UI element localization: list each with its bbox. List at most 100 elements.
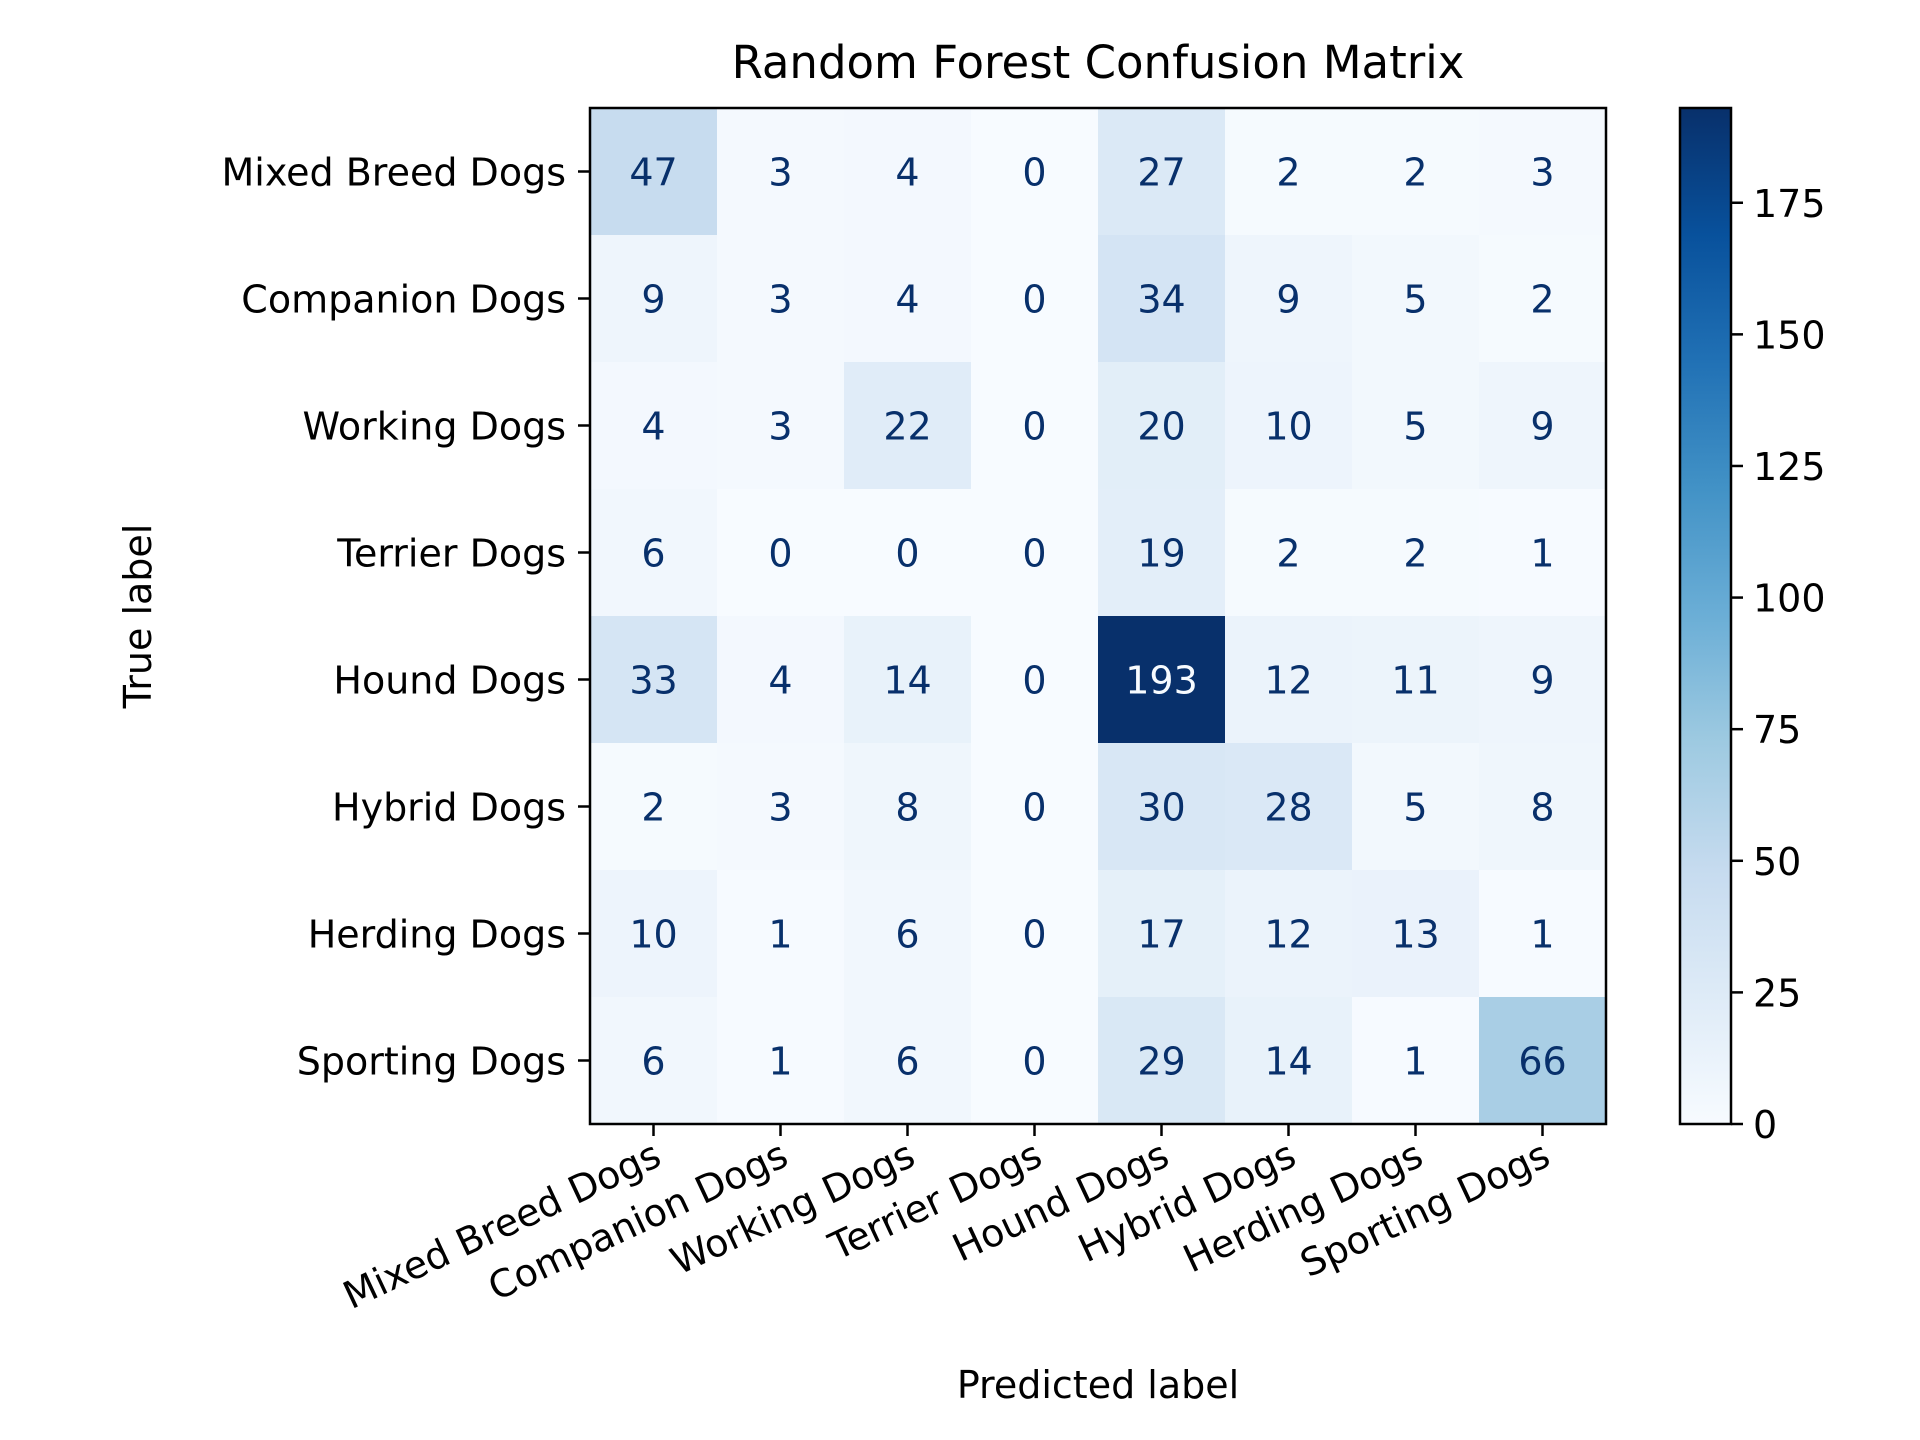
cell-value-label: 9 [1276, 278, 1300, 322]
cell-value-label: 3 [1530, 151, 1554, 195]
heatmap-cell [1479, 997, 1607, 1125]
cell-value-label: 9 [641, 278, 665, 322]
cell-value-label: 2 [1530, 278, 1554, 322]
heatmap-cell [971, 870, 1099, 998]
cell-value-label: 0 [1022, 151, 1046, 195]
colorbar-tick-label: 25 [1753, 971, 1801, 1015]
heatmap-cell [590, 362, 718, 490]
cell-value-label: 3 [768, 278, 792, 322]
cell-value-label: 0 [1022, 278, 1046, 322]
cell-value-label: 14 [1264, 1040, 1312, 1084]
cell-value-label: 8 [1530, 786, 1554, 830]
x-axis-label: Predicted label [957, 1363, 1239, 1407]
heatmap-cell [844, 616, 972, 744]
heatmap-cell [1352, 489, 1480, 617]
cell-value-label: 0 [1022, 1040, 1046, 1084]
cell-value-label: 2 [641, 786, 665, 830]
cell-value-label: 10 [629, 913, 677, 957]
cell-value-label: 5 [1403, 405, 1427, 449]
heatmap-cell [717, 108, 845, 236]
cell-value-label: 0 [895, 532, 919, 576]
cell-value-label: 29 [1137, 1040, 1185, 1084]
heatmap-cells [590, 108, 1607, 1125]
cell-value-label: 6 [641, 1040, 665, 1084]
heatmap-cell [717, 235, 845, 363]
cell-value-label: 30 [1137, 786, 1185, 830]
colorbar-tick-label: 125 [1753, 445, 1826, 489]
heatmap-cell [1225, 743, 1353, 871]
heatmap-cell [1479, 616, 1607, 744]
heatmap-cell [844, 743, 972, 871]
heatmap-cell [1098, 870, 1226, 998]
cell-value-label: 33 [629, 659, 677, 703]
heatmap-cell-labels: 47 3 4 0 27 2 2 39 3 4 0 34 9 5 24 3 22 0 20 10 5 96 0 0 0 19 2 2 13… [629, 151, 1566, 1084]
cell-value-label: 4 [895, 151, 919, 195]
colorbar-tick-label: 175 [1753, 182, 1826, 226]
cell-value-label: 1 [768, 913, 792, 957]
heatmap-cell [590, 489, 718, 617]
cell-value-label: 6 [641, 532, 665, 576]
cell-value-label: 4 [768, 659, 792, 703]
heatmap-cell [717, 616, 845, 744]
heatmap-cell [971, 743, 1099, 871]
cell-value-label: 27 [1137, 151, 1185, 195]
heatmap-cell [1225, 997, 1353, 1125]
cell-value-label: 1 [1530, 532, 1554, 576]
cell-value-label: 12 [1264, 913, 1312, 957]
cell-value-label: 12 [1264, 659, 1312, 703]
colorbar-frame [1678, 106, 1733, 1126]
cell-value-label: 47 [629, 151, 677, 195]
heatmap-cell [1225, 362, 1353, 490]
cell-value-label: 1 [768, 1040, 792, 1084]
y-tick-label: Hybrid Dogs [332, 786, 566, 830]
y-tick-label: Sporting Dogs [297, 1040, 566, 1084]
heatmap-cell [971, 997, 1099, 1125]
cell-value-label: 6 [895, 913, 919, 957]
cell-value-label: 5 [1403, 786, 1427, 830]
heatmap-cell [1098, 235, 1226, 363]
heatmap-cell [971, 235, 1099, 363]
heatmap-cell [971, 489, 1099, 617]
heatmap-cell [1352, 108, 1480, 236]
colorbar-tick-label: 0 [1753, 1103, 1777, 1147]
heatmap-cell [717, 870, 845, 998]
y-axis-label: True label [116, 524, 160, 710]
cell-value-label: 0 [1022, 659, 1046, 703]
cell-value-label: 2 [1403, 151, 1427, 195]
cell-value-label: 2 [1403, 532, 1427, 576]
cell-value-label: 3 [768, 405, 792, 449]
heatmap-cell [717, 362, 845, 490]
heatmap-cell [1352, 870, 1480, 998]
heatmap-cell [590, 108, 718, 236]
heatmap-cell [971, 362, 1099, 490]
cell-value-label: 6 [895, 1040, 919, 1084]
y-tick-label: Working Dogs [303, 405, 567, 449]
heatmap-cell [1479, 743, 1607, 871]
colorbar-tick-label: 50 [1753, 840, 1801, 884]
heatmap-cell [590, 743, 718, 871]
colorbar-tick-label: 150 [1753, 313, 1826, 357]
heatmap-cell [590, 997, 718, 1125]
heatmap-cell [1098, 108, 1226, 236]
cell-value-label: 11 [1391, 659, 1439, 703]
heatmap-cell [844, 997, 972, 1125]
cell-value-label: 22 [883, 405, 931, 449]
heatmap-cell [1479, 870, 1607, 998]
cell-value-label: 2 [1276, 151, 1300, 195]
cell-value-label: 0 [1022, 532, 1046, 576]
cell-value-label: 20 [1137, 405, 1185, 449]
cell-value-label: 3 [768, 151, 792, 195]
heatmap-cell [971, 108, 1099, 236]
heatmap-cell [1225, 235, 1353, 363]
heatmap-cell [1225, 870, 1353, 998]
heatmap-cell [1352, 362, 1480, 490]
heatmap-cell [1098, 997, 1226, 1125]
heatmap-cell [1479, 489, 1607, 617]
cell-value-label: 8 [895, 786, 919, 830]
heatmap-cell [844, 362, 972, 490]
plot-frame [588, 106, 1608, 1126]
y-tick-label: Terrier Dogs [336, 532, 566, 576]
heatmap-cell [1098, 362, 1226, 490]
